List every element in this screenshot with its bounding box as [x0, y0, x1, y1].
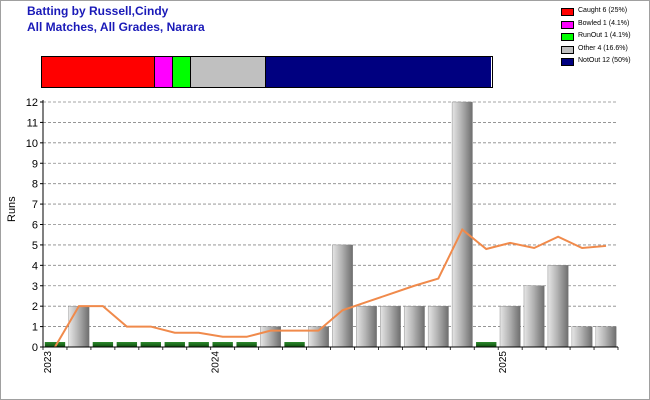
chart-subtitle: All Matches, All Grades, Narara [27, 20, 205, 34]
y-tick-label: 5 [32, 240, 38, 252]
bar [356, 305, 377, 348]
legend-swatch [561, 58, 574, 66]
bar [68, 305, 90, 348]
legend-swatch [561, 45, 574, 54]
bar [571, 326, 593, 348]
y-tick-label: 2 [32, 301, 38, 313]
y-tick-label: 4 [32, 260, 38, 272]
bar [403, 305, 425, 348]
bar [164, 342, 185, 347]
bar [236, 342, 257, 347]
bar [212, 342, 233, 347]
bar [332, 244, 353, 348]
y-tick-label: 12 [26, 97, 38, 109]
bar [92, 342, 114, 347]
dismissal-segment-runout [172, 57, 192, 87]
bar [451, 101, 473, 348]
y-tick-label: 7 [32, 199, 38, 211]
bar [523, 285, 545, 348]
bar [499, 305, 521, 348]
x-tick-label: 2024 [211, 351, 222, 374]
y-tick-label: 8 [32, 179, 38, 191]
dismissal-distribution-bar [41, 56, 493, 88]
y-tick-label: 9 [32, 158, 38, 170]
dismissal-segment-bowled [154, 57, 173, 87]
y-tick-label: 1 [32, 322, 38, 334]
bar [116, 342, 138, 347]
legend-label: Other 4 (16.6%) [578, 44, 628, 52]
bar [260, 326, 281, 348]
bar [427, 305, 449, 348]
legend-swatch [561, 20, 574, 29]
bar [380, 305, 401, 348]
bar [140, 342, 161, 347]
y-tick-label: 11 [27, 117, 38, 129]
legend-swatch [561, 33, 574, 41]
dismissal-segment-other [191, 57, 267, 87]
bar [476, 342, 497, 347]
legend-swatch [561, 8, 574, 16]
y-tick-label: 0 [32, 342, 38, 354]
y-tick-label: 10 [26, 138, 38, 150]
x-tick-label: 2025 [498, 351, 509, 374]
bar [284, 342, 305, 347]
dismissal-segment-notout [266, 57, 492, 87]
bar [547, 265, 569, 348]
y-tick-label: 6 [32, 220, 38, 232]
chart-title: Batting by Russell,Cindy [27, 4, 169, 18]
legend-label: RunOut 1 (4.1%) [578, 32, 631, 39]
legend-label: Bowled 1 (4.1%) [578, 19, 630, 27]
average-line [54, 228, 607, 348]
legend-label: NotOut 12 (50%) [578, 57, 631, 64]
x-tick-label: 2023 [43, 351, 54, 374]
y-tick-label: 3 [32, 281, 38, 293]
dismissal-segment-caught [42, 57, 155, 87]
legend-label: Caught 6 (25%) [578, 7, 628, 14]
bar [595, 326, 617, 348]
bar [44, 342, 66, 347]
bar [188, 342, 209, 347]
